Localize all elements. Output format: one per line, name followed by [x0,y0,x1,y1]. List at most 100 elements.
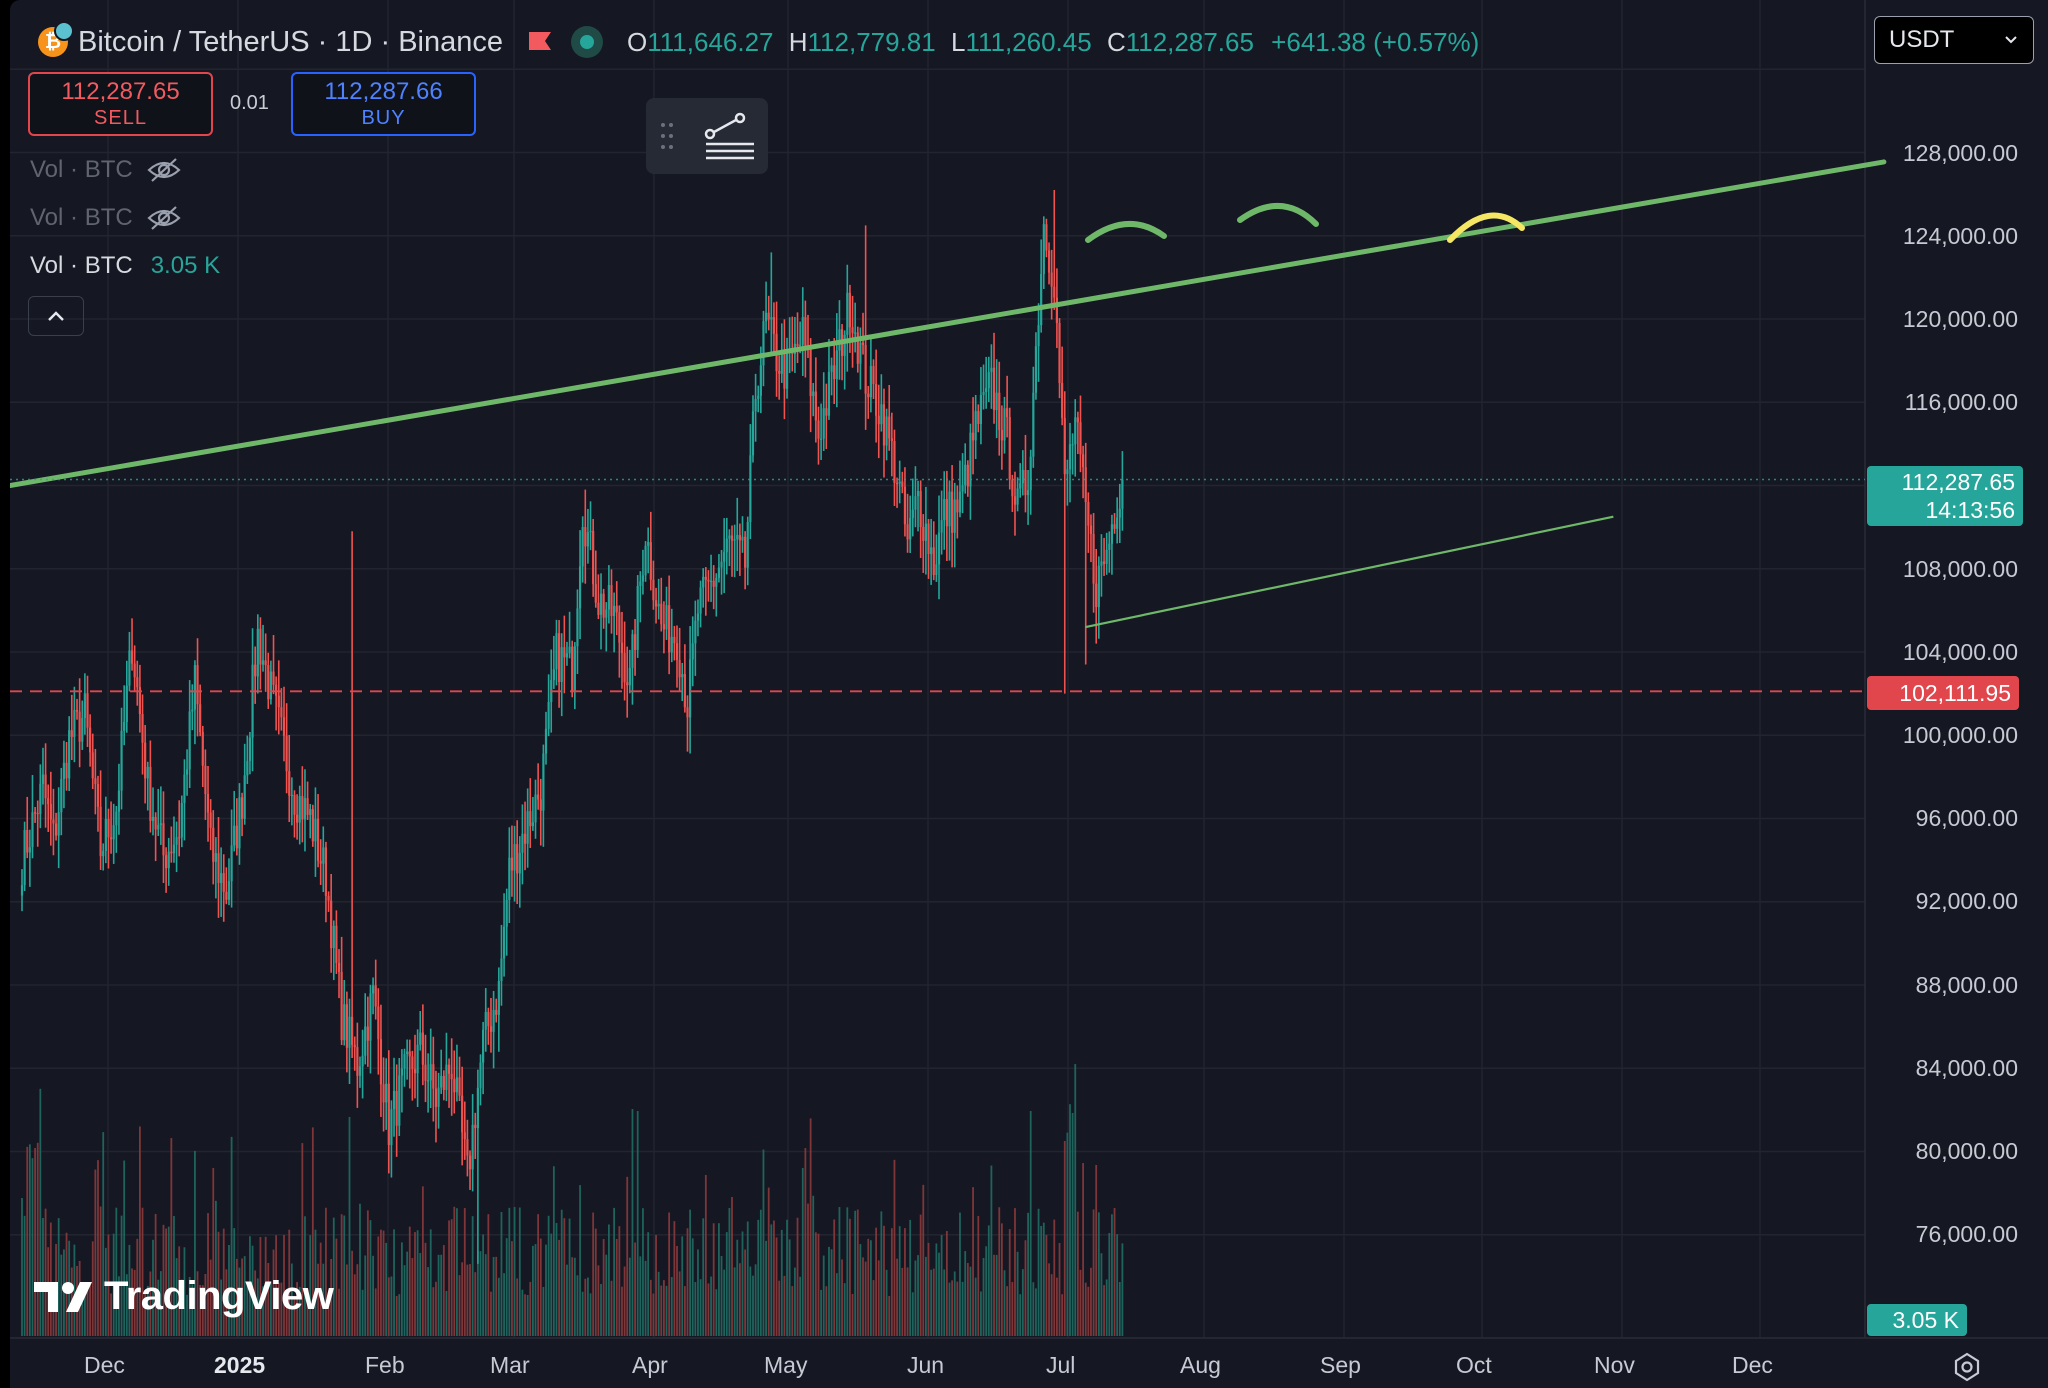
volume-bar [110,1293,112,1336]
tradingview-logo[interactable]: TradingView [32,1274,334,1319]
candle-body [895,482,899,485]
candle-body [319,860,322,864]
candle-body [146,766,149,779]
volume-bar [539,1238,542,1336]
volume-bar [120,1215,123,1336]
volume-bar [953,1271,956,1336]
volume-bar [702,1218,705,1336]
volume-bar [655,1234,657,1336]
candle-body [581,527,584,567]
candle-body [979,395,983,425]
chevron-up-icon [48,311,64,321]
volume-bar [618,1226,621,1336]
volume-bar [993,1254,995,1336]
eye-hidden-icon[interactable] [147,157,181,183]
candle-body [948,491,951,527]
volume-bar [704,1174,707,1336]
volume-bar [584,1278,587,1336]
chart-canvas[interactable] [10,0,2048,1388]
market-status-icon[interactable] [571,26,603,58]
candle-body [1108,543,1111,550]
volume-bar [340,1214,343,1336]
candle-body [369,993,372,1041]
price-axis-label: 84,000.00 [1915,1055,2018,1081]
alert-price-tag[interactable]: 102,111.95 [1867,676,2019,710]
bitcoin-logo-icon: ₿ [38,21,74,57]
ohlc-open-key: O [627,26,648,57]
volume-bar [1050,1274,1053,1336]
volume-bar [862,1257,864,1336]
volume-bar [1095,1164,1098,1336]
eye-hidden-icon[interactable] [147,205,181,231]
volume-bar [956,1281,959,1336]
volume-bar [99,1206,102,1336]
volume-bar [495,1256,498,1336]
volume-bar [550,1233,553,1336]
candle-body [188,711,191,770]
candle-body [864,344,867,394]
drawing-toolbar[interactable] [646,98,768,174]
volume-bar [901,1267,904,1336]
spread-value: 0.01 [230,92,269,114]
volume-bar [589,1293,592,1336]
buy-button[interactable]: 112,287.66 BUY [291,72,476,136]
candle-body [534,794,537,823]
candle-body [75,710,79,712]
volume-bar [201,1285,204,1336]
volume-bar [851,1293,854,1336]
drag-handle-icon[interactable] [660,122,674,150]
volume-bar [623,1266,626,1336]
volume-bar [854,1210,857,1336]
candle-body [254,664,257,677]
candle-body [649,542,652,580]
volume-bar [243,1256,246,1336]
candle-body [903,486,907,525]
symbol-title[interactable]: Bitcoin / TetherUS · 1D · Binance [78,25,503,58]
volume-bar [1074,1064,1077,1336]
flag-icon[interactable] [527,30,553,54]
drawings [10,159,1887,693]
collapse-indicators-button[interactable] [28,296,84,336]
volume-bar [44,1208,47,1336]
volume-bar [796,1217,799,1336]
price-axis-label: 96,000.00 [1915,805,2018,831]
volume-indicator-row[interactable]: Vol · BTC [30,156,181,184]
candle-body [199,704,202,733]
candle-body [130,650,134,664]
candle-body [324,847,328,896]
volume-bar [1116,1234,1119,1336]
trendline-settings-icon[interactable] [704,112,756,160]
volume-bar [639,1256,642,1336]
settings-icon[interactable] [1952,1352,1982,1382]
candle-body [1105,549,1108,564]
volume-bar [170,1138,173,1336]
currency-select[interactable]: USDT [1874,16,2034,64]
candle-body [728,535,731,539]
candle-body [332,925,335,949]
candle-body [109,837,113,840]
candle-body [521,833,524,853]
volume-bar [982,1257,985,1336]
candle-body [340,971,343,1041]
candle-body [424,1064,427,1081]
volume-bar [571,1257,574,1336]
volume-bar [1053,1219,1056,1336]
volume-bar [421,1186,424,1336]
volume-bar [626,1176,629,1336]
volume-bar [780,1229,783,1336]
sell-button[interactable]: 112,287.65 SELL [28,72,213,136]
candle-body [484,1012,487,1030]
volume-bar [728,1207,731,1336]
volume-bar [930,1269,933,1336]
volume-bar [919,1214,922,1336]
volume-bar [220,1279,223,1336]
candle-body [932,547,935,575]
volume-bar [183,1247,186,1336]
volume-indicator-row[interactable]: Vol · BTC 3.05 K [30,252,220,280]
volume-indicator-row[interactable]: Vol · BTC [30,204,181,232]
candle-body [796,343,799,347]
volume-bar [461,1262,464,1336]
candle-body [565,653,569,658]
volume-bar [419,1253,422,1336]
volume-bar [707,1283,710,1336]
